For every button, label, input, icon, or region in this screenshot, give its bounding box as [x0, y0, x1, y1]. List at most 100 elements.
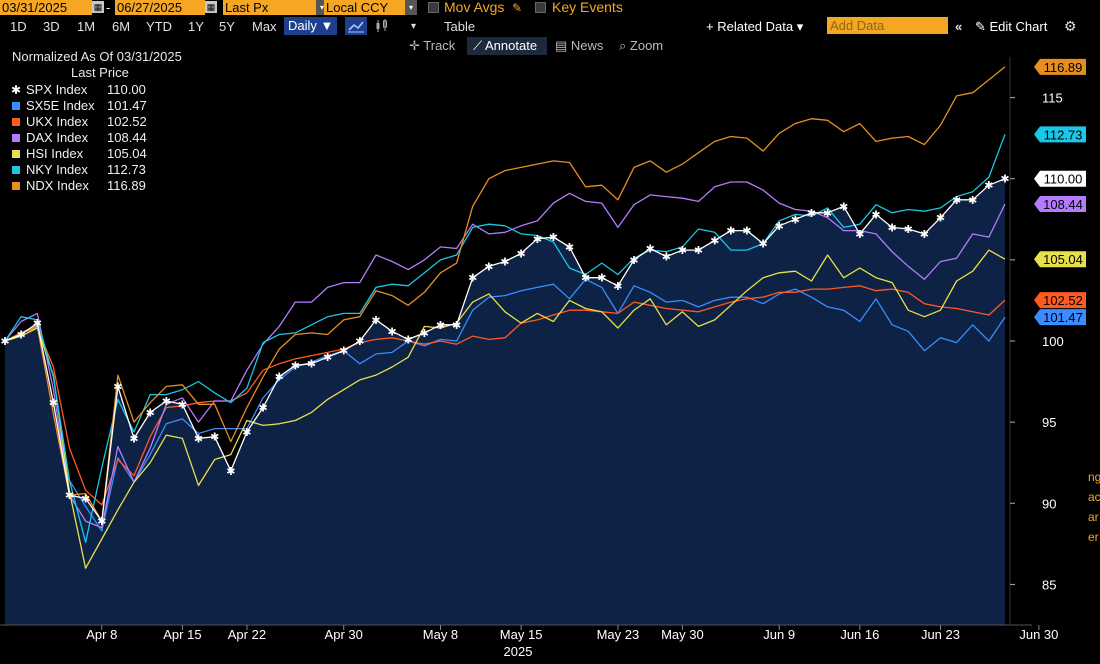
spx-index-last-price-tag: 110.00 — [1034, 170, 1086, 187]
range-3d[interactable]: 3D — [43, 19, 60, 34]
legend-series-value: 112.73 — [107, 162, 146, 177]
legend-star-icon: ✱ — [11, 83, 22, 97]
spx-point: ✱ — [371, 314, 380, 327]
range-bar: 1D 3D 1M 6M YTD 1Y 5Y Max Daily ▼ ▾ Tabl… — [0, 16, 1100, 36]
spx-point: ✱ — [726, 225, 735, 238]
legend-series-name: DAX Index — [26, 130, 89, 145]
price-field-select[interactable]: Last Px — [223, 0, 316, 15]
x-tick-label: Apr 8 — [86, 627, 117, 642]
range-ytd[interactable]: YTD — [146, 19, 172, 34]
news-tool[interactable]: ▤ News — [555, 38, 604, 53]
add-data-input[interactable] — [827, 17, 948, 34]
spx-point: ✱ — [194, 432, 203, 445]
legend-series-value: 108.44 — [107, 130, 147, 145]
ukx-index-last-price-label: 102.52 — [1043, 293, 1083, 308]
spx-point: ✱ — [33, 317, 42, 330]
spx-point: ✱ — [323, 351, 332, 364]
spx-index-line[interactable] — [4, 178, 1006, 522]
spx-point: ✱ — [113, 380, 122, 393]
key-events-label[interactable]: Key Events — [552, 0, 623, 15]
spx-point: ✱ — [855, 228, 864, 241]
spx-point: ✱ — [565, 241, 574, 254]
date-range-dash: - — [106, 0, 111, 15]
range-max[interactable]: Max — [252, 19, 277, 34]
legend-series-name: SPX Index — [26, 82, 88, 97]
legend: Normalized As Of 03/31/2025 Last Price ✱… — [5, 46, 195, 194]
chart-type-dropdown-icon[interactable]: ▾ — [411, 21, 417, 32]
y-tick-label: 115 — [1042, 91, 1063, 106]
range-6m[interactable]: 6M — [112, 19, 131, 34]
spx-point: ✱ — [516, 247, 525, 260]
spx-point: ✱ — [65, 489, 74, 502]
x-tick-label: Jun 9 — [763, 627, 795, 642]
spx-index-last-price-label: 110.00 — [1044, 172, 1083, 187]
spx-point: ✱ — [226, 465, 235, 478]
candlestick-icon[interactable] — [374, 18, 390, 34]
spx-point: ✱ — [275, 371, 284, 384]
spx-point: ✱ — [613, 280, 622, 293]
nky-index-last-price-label: 112.73 — [1044, 127, 1083, 142]
pencil-icon[interactable]: ✎ — [512, 1, 523, 15]
range-5y[interactable]: 5Y — [219, 19, 235, 34]
zoom-tool[interactable]: ⌕ Zoom — [619, 38, 664, 53]
spx-point: ✱ — [839, 200, 848, 213]
mov-avgs-checkbox[interactable] — [428, 2, 439, 13]
range-1d[interactable]: 1D — [10, 19, 27, 34]
spx-point: ✱ — [646, 243, 655, 256]
x-tick-label: Apr 22 — [228, 627, 266, 642]
x-tick-label: May 30 — [661, 627, 704, 642]
ukx-index-line[interactable] — [4, 285, 1006, 506]
spx-point: ✱ — [871, 208, 880, 221]
spx-point: ✱ — [129, 432, 138, 445]
hsi-index-last-price-tag: 105.04 — [1034, 251, 1086, 268]
frequency-select[interactable]: Daily ▼ — [284, 17, 338, 35]
spx-point: ✱ — [436, 319, 445, 332]
edge-fragment-1: ng — [1088, 470, 1100, 484]
dax-index-last-price-label: 108.44 — [1043, 197, 1083, 212]
table-button[interactable]: Table — [444, 19, 476, 34]
spx-point: ✱ — [984, 179, 993, 192]
spx-point: ✱ — [597, 272, 606, 285]
currency-select[interactable]: Local CCY — [324, 0, 405, 15]
edit-chart-button[interactable]: ✎ Edit Chart — [975, 19, 1048, 34]
spx-point: ✱ — [307, 358, 316, 371]
start-date-field[interactable]: 03/31/2025 — [0, 0, 92, 15]
hsi-index-line[interactable] — [4, 249, 1006, 569]
line-chart-icon — [348, 21, 364, 33]
spx-point: ✱ — [0, 335, 9, 348]
frequency-label: Daily — [288, 18, 317, 33]
collapse-icon[interactable]: « — [955, 19, 963, 34]
x-tick-label: May 15 — [500, 627, 543, 642]
nky-index-line[interactable] — [4, 134, 1006, 543]
ndx-index-last-price-tag: 116.89 — [1034, 58, 1086, 75]
legend-series-name: UKX Index — [26, 114, 89, 129]
spx-point: ✱ — [742, 225, 751, 238]
key-events-checkbox[interactable] — [535, 2, 546, 13]
legend-series-value: 105.04 — [107, 146, 147, 161]
mov-avgs-label[interactable]: Mov Avgs — [444, 0, 505, 15]
range-1y[interactable]: 1Y — [188, 19, 204, 34]
y-tick-label: 85 — [1042, 577, 1056, 592]
range-1m[interactable]: 1M — [77, 19, 96, 34]
spx-index-area — [5, 178, 1005, 625]
end-date-field[interactable]: 06/27/2025 — [115, 0, 205, 15]
legend-series-value: 116.89 — [107, 178, 146, 193]
spx-point: ✱ — [210, 431, 219, 444]
related-data-button[interactable]: + Related Data ▾ — [706, 19, 804, 34]
edge-fragment-3: ar — [1088, 510, 1099, 524]
annotate-tool[interactable]: ⟋ Annotate — [467, 37, 547, 55]
ndx-index-line[interactable] — [4, 66, 1006, 522]
gear-icon[interactable]: ⚙ — [1064, 18, 1077, 34]
end-calendar-icon[interactable]: ▦ — [205, 1, 217, 13]
line-chart-type-button[interactable] — [345, 17, 367, 35]
sx5e-index-line[interactable] — [4, 278, 1006, 532]
currency-dropdown-icon[interactable]: ▾ — [405, 0, 417, 15]
legend-swatch — [12, 166, 20, 174]
track-tool[interactable]: ✛ Track — [409, 38, 456, 53]
hsi-index-last-price-label: 105.04 — [1043, 252, 1083, 267]
start-calendar-icon[interactable]: ▦ — [92, 1, 104, 13]
legend-series-value: 102.52 — [107, 114, 147, 129]
spx-point: ✱ — [97, 515, 106, 528]
spx-point: ✱ — [581, 272, 590, 285]
